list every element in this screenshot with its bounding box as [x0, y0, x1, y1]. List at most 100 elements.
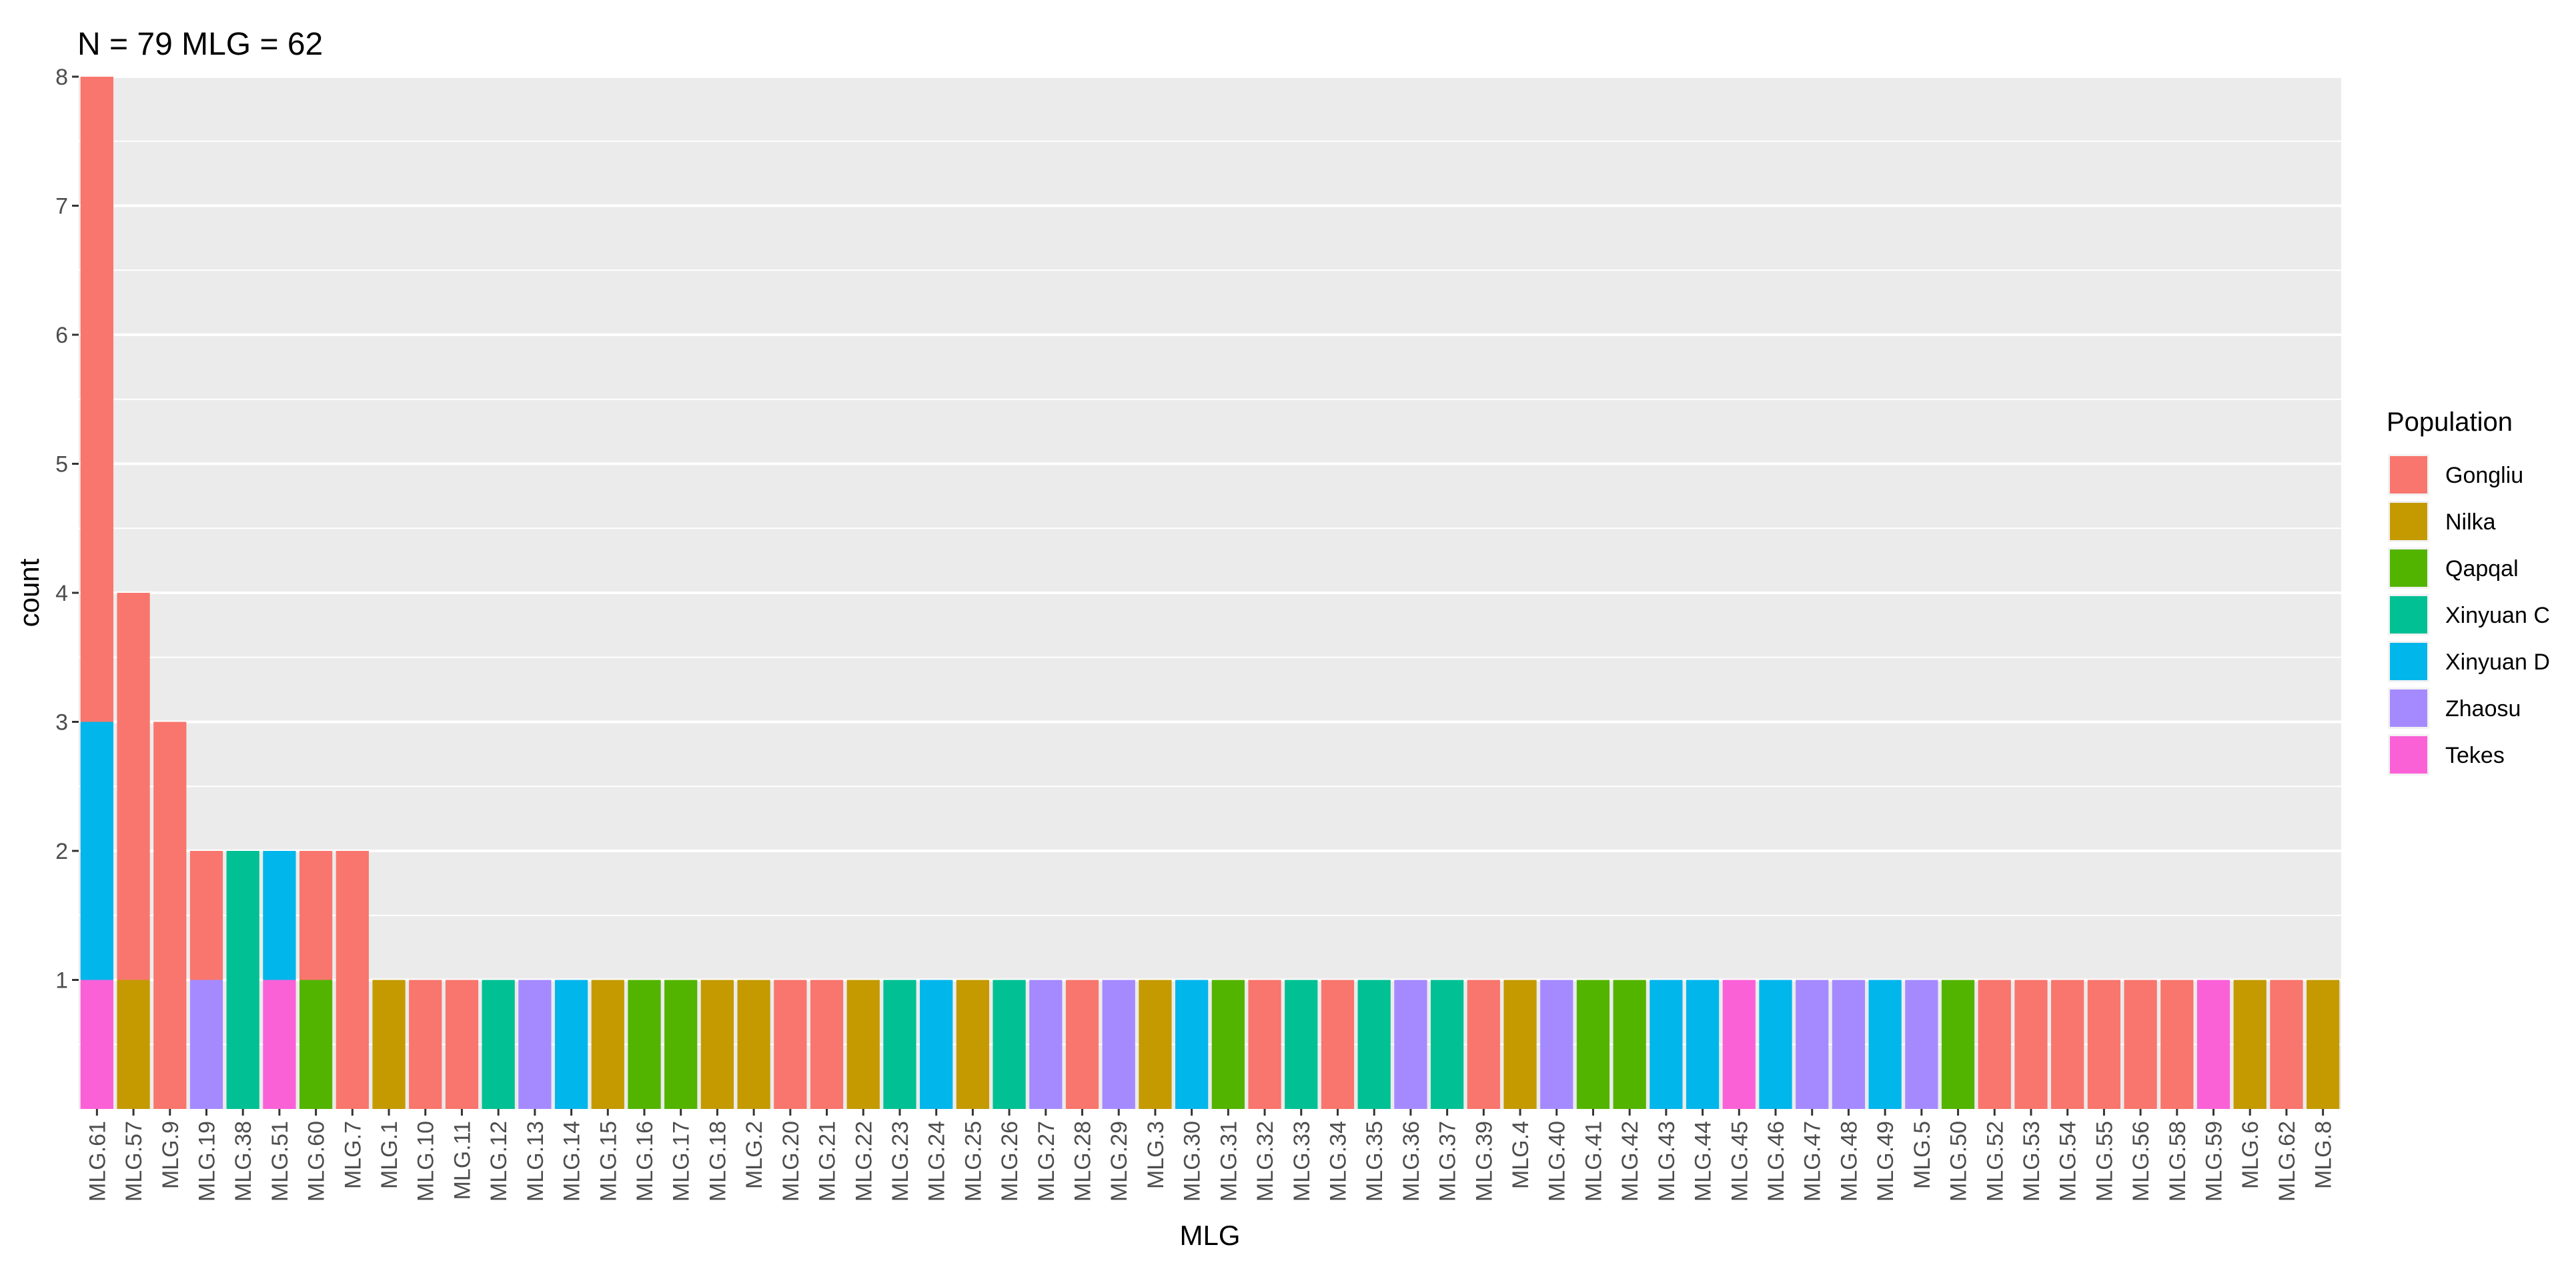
x-tick-label: MLG.47 — [1800, 1121, 1826, 1202]
bar-segment-xinyuan-c — [1357, 980, 1391, 1109]
bar-segment-gongliu — [1065, 980, 1099, 1109]
legend-swatch — [2390, 690, 2427, 727]
bar-segment-gongliu — [1321, 980, 1355, 1109]
x-tick-label: MLG.26 — [997, 1121, 1023, 1202]
chart-title: N = 79 MLG = 62 — [77, 27, 323, 62]
y-tick-label: 4 — [55, 581, 68, 606]
x-axis-title: MLG — [1179, 1220, 1240, 1251]
bar-segment-gongliu — [299, 851, 333, 980]
x-tick-label: MLG.20 — [778, 1121, 804, 1202]
bar-segment-zhaosu — [1832, 980, 1866, 1109]
x-tick-label: MLG.24 — [924, 1121, 950, 1202]
y-tick-label: 6 — [55, 323, 68, 348]
x-tick-label: MLG.28 — [1071, 1121, 1096, 1202]
x-tick-label: MLG.18 — [705, 1121, 730, 1202]
legend-swatch — [2390, 596, 2427, 633]
x-axis: MLG.61 MLG.57 MLG.9 MLG.19 MLG.38 MLG.51 MLG.6… — [85, 1109, 2337, 1202]
x-tick-label: MLG.34 — [1325, 1121, 1351, 1202]
legend-label: Xinyuan C — [2445, 603, 2550, 628]
bar-segment-zhaosu — [1796, 980, 1829, 1109]
x-tick-label: MLG.53 — [2019, 1121, 2044, 1202]
bar-segment-nilka — [700, 980, 734, 1109]
bar-segment-qapqal — [628, 980, 661, 1109]
x-tick-label: MLG.11 — [450, 1121, 475, 1200]
y-tick-label: 8 — [55, 65, 68, 90]
x-tick-label: MLG.29 — [1107, 1121, 1132, 1202]
x-tick-label: MLG.60 — [304, 1121, 330, 1202]
bar-segment-zhaosu — [1540, 980, 1573, 1109]
x-tick-label: MLG.57 — [121, 1121, 147, 1202]
legend-swatch — [2390, 643, 2427, 680]
bar-segment-nilka — [372, 980, 406, 1109]
bar-segment-nilka — [1503, 980, 1537, 1109]
bar-segment-xinyuan-d — [1686, 980, 1720, 1109]
x-tick-label: MLG.40 — [1545, 1121, 1570, 1202]
x-tick-label: MLG.17 — [669, 1121, 694, 1202]
y-tick-label: 7 — [55, 194, 68, 219]
bar-segment-xinyuan-d — [920, 980, 953, 1109]
bar-segment-qapqal — [1613, 980, 1646, 1109]
bar-segment-zhaosu — [189, 980, 223, 1109]
x-tick-label: MLG.21 — [815, 1121, 840, 1202]
bar-segment-qapqal — [299, 980, 333, 1109]
bar-segment-gongliu — [153, 722, 187, 1109]
x-tick-label: MLG.49 — [1873, 1121, 1898, 1202]
x-tick-label: MLG.25 — [960, 1121, 986, 1202]
x-tick-label: MLG.43 — [1654, 1121, 1680, 1202]
x-tick-label: MLG.44 — [1691, 1121, 1716, 1202]
bar-segment-zhaosu — [1394, 980, 1427, 1109]
x-tick-label: MLG.4 — [1508, 1121, 1533, 1189]
x-tick-label: MLG.1 — [377, 1121, 402, 1189]
bar-segment-xinyuan-d — [554, 980, 588, 1109]
legend-swatch — [2390, 503, 2427, 540]
bar-segment-gongliu — [336, 851, 369, 1109]
x-tick-label: MLG.33 — [1289, 1121, 1315, 1202]
x-tick-label: MLG.14 — [560, 1121, 585, 1202]
bar-segment-xinyuan-d — [263, 851, 296, 980]
x-tick-label: MLG.6 — [2238, 1121, 2263, 1189]
bar-segment-nilka — [117, 980, 150, 1109]
y-axis: 1 2 3 4 5 6 7 8 — [55, 65, 79, 994]
legend-swatch — [2390, 549, 2427, 587]
legend-title: Population — [2387, 407, 2513, 437]
bar-segment-nilka — [2307, 980, 2340, 1109]
x-tick-label: MLG.41 — [1581, 1121, 1606, 1202]
bar-segment-gongliu — [2014, 980, 2048, 1109]
bar-segment-gongliu — [2160, 980, 2194, 1109]
x-tick-label: MLG.59 — [2202, 1121, 2227, 1202]
x-tick-label: MLG.36 — [1399, 1121, 1424, 1202]
bar-segment-tekes — [80, 980, 113, 1109]
bar-segment-tekes — [263, 980, 296, 1109]
x-tick-label: MLG.16 — [632, 1121, 658, 1202]
bar-segment-qapqal — [664, 980, 698, 1109]
x-tick-label: MLG.8 — [2311, 1121, 2337, 1189]
bar-segment-gongliu — [1978, 980, 2011, 1109]
bar-segment-xinyuan-d — [1759, 980, 1792, 1109]
x-tick-label: MLG.55 — [2092, 1121, 2117, 1202]
bar-segment-xinyuan-d — [1650, 980, 1683, 1109]
x-tick-label: MLG.32 — [1253, 1121, 1278, 1202]
legend-label: Zhaosu — [2445, 696, 2521, 722]
legend-swatch — [2390, 456, 2427, 493]
x-tick-label: MLG.45 — [1727, 1121, 1752, 1202]
x-tick-label: MLG.50 — [1946, 1121, 1972, 1202]
x-tick-label: MLG.42 — [1618, 1121, 1643, 1202]
bar-segment-gongliu — [810, 980, 844, 1109]
bar-segment-gongliu — [774, 980, 807, 1109]
x-tick-label: MLG.22 — [851, 1121, 876, 1202]
bar-segment-xinyuan-c — [883, 980, 916, 1109]
x-tick-label: MLG.38 — [231, 1121, 256, 1202]
legend-label: Xinyuan D — [2445, 650, 2550, 675]
x-tick-label: MLG.9 — [158, 1121, 183, 1189]
x-tick-label: MLG.23 — [888, 1121, 913, 1202]
x-tick-label: MLG.27 — [1034, 1121, 1059, 1202]
bar-segment-gongliu — [2124, 980, 2157, 1109]
x-tick-label: MLG.31 — [1216, 1121, 1241, 1202]
legend-swatch — [2390, 736, 2427, 774]
x-tick-label: MLG.39 — [1471, 1121, 1497, 1202]
x-tick-label: MLG.7 — [340, 1121, 366, 1189]
legend-label: Qapqal — [2445, 556, 2519, 581]
bar-segment-nilka — [846, 980, 880, 1109]
bar-segment-xinyuan-d — [1175, 980, 1209, 1109]
